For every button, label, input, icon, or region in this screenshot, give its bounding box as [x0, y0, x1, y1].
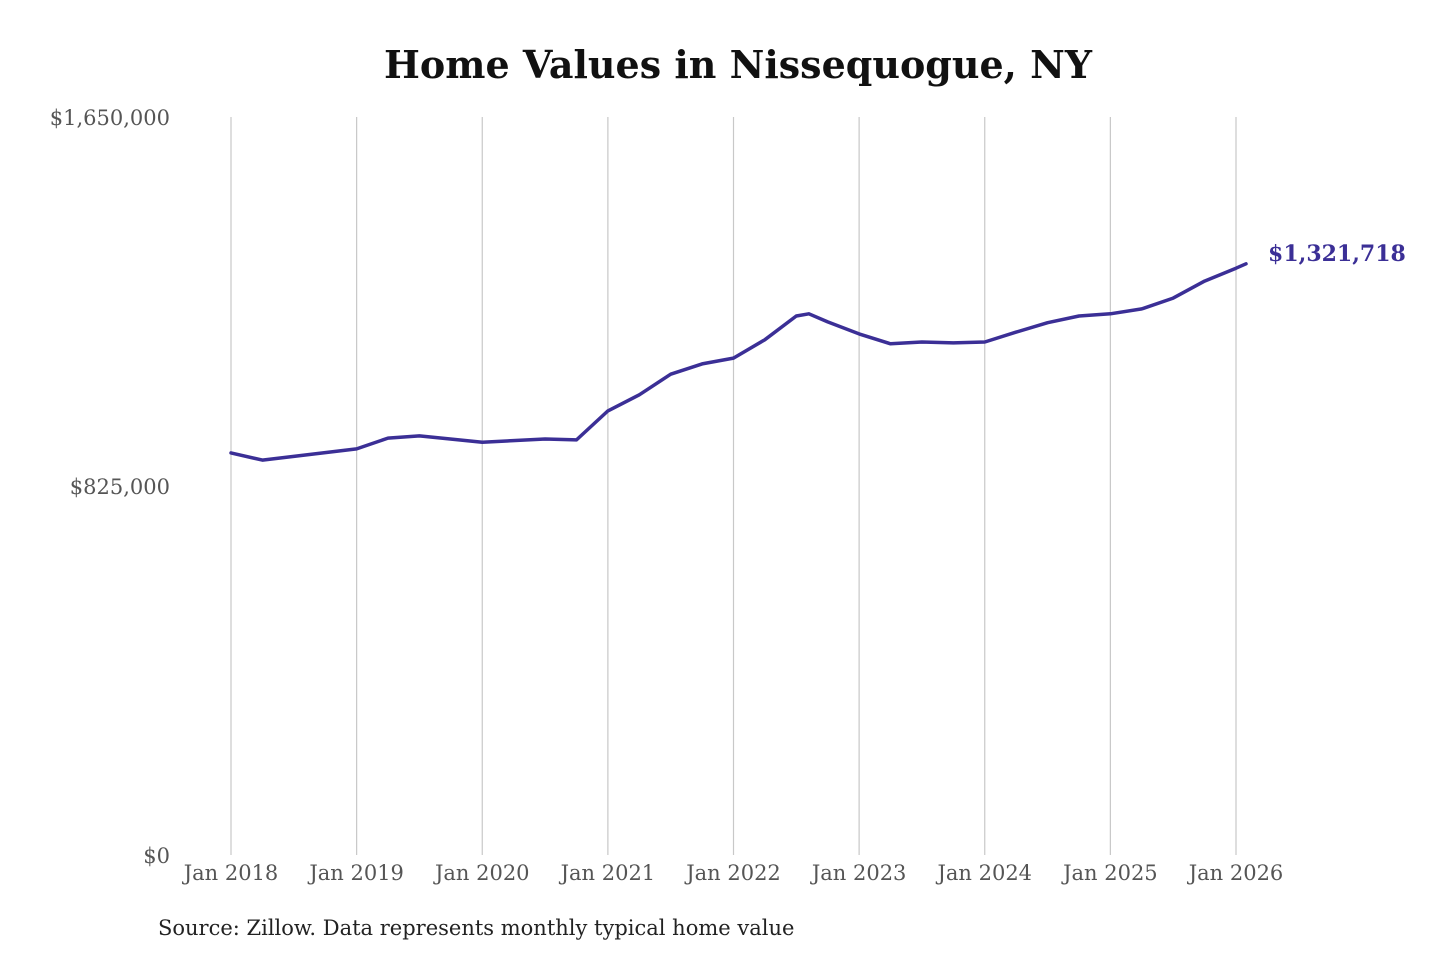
source-note: Source: Zillow. Data represents monthly … — [158, 916, 795, 940]
chart-title: Home Values in Nissequogue, NY — [383, 42, 1092, 87]
x-tick-label: Jan 2026 — [1187, 861, 1284, 885]
x-tick-label: Jan 2024 — [935, 861, 1032, 885]
x-tick-label: Jan 2018 — [182, 861, 279, 885]
series-line — [229, 262, 1248, 462]
x-tick-label: Jan 2020 — [433, 861, 530, 885]
x-tick-label: Jan 2019 — [307, 861, 404, 885]
end-value-label: $1,321,718 — [1268, 241, 1406, 267]
y-tick-label: $0 — [143, 844, 170, 868]
y-tick-label: $1,650,000 — [50, 106, 170, 130]
x-tick-label: Jan 2021 — [559, 861, 656, 885]
y-tick-label: $825,000 — [70, 475, 170, 499]
x-tick-label: Jan 2023 — [810, 861, 907, 885]
x-tick-label: Jan 2022 — [684, 861, 781, 885]
x-tick-label: Jan 2025 — [1061, 861, 1158, 885]
